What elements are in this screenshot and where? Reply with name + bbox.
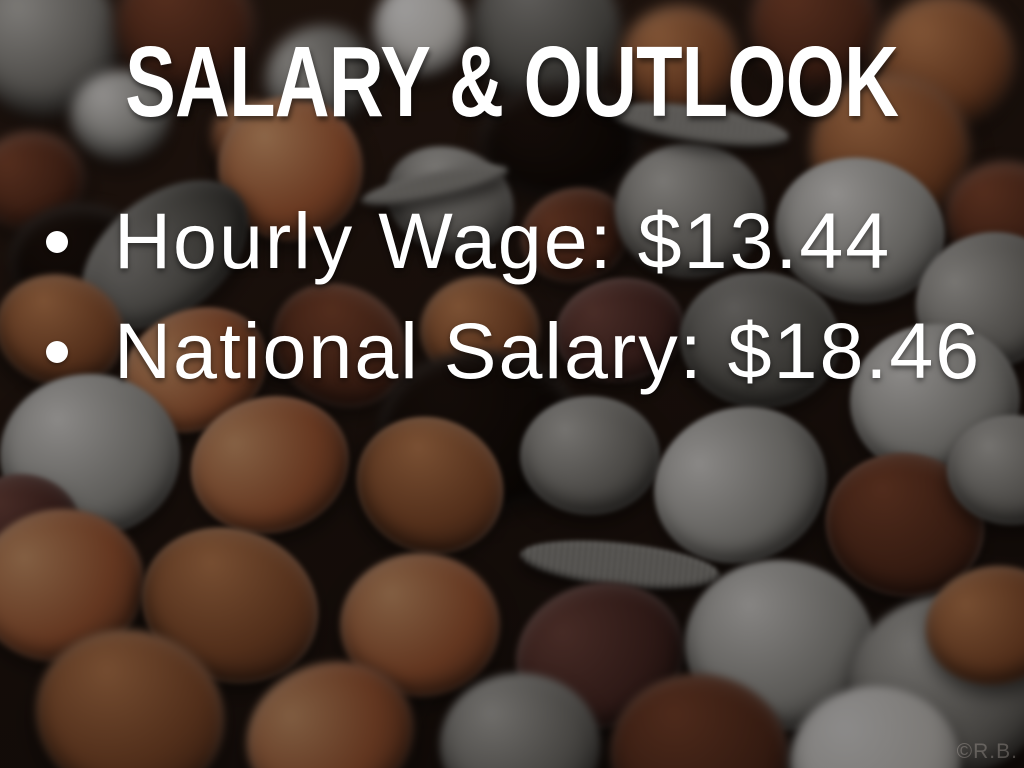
coin [620,4,740,116]
bullet-item-hourly-wage: Hourly Wage: $13.44 [46,196,1024,306]
bullet-list: Hourly Wage: $13.44 National Salary: $18… [46,196,1024,416]
bullet-dot-icon [46,341,68,363]
bullet-text-hourly-wage: Hourly Wage: $13.44 [114,196,892,285]
slide-title-text: SALARY & OUTLOOK [125,26,899,138]
bullet-dot-icon [46,231,68,253]
coin [372,0,468,76]
coin [615,142,765,278]
photo-copyright-watermark: ©R.B. [956,740,1018,763]
coin [520,395,660,515]
bullet-item-national-salary: National Salary: $18.46 [46,306,1024,416]
bullet-text-national-salary: National Salary: $18.46 [114,306,982,395]
coin [480,84,640,196]
coin [70,70,170,160]
slide-title: SALARY & OUTLOOK [0,32,1024,132]
